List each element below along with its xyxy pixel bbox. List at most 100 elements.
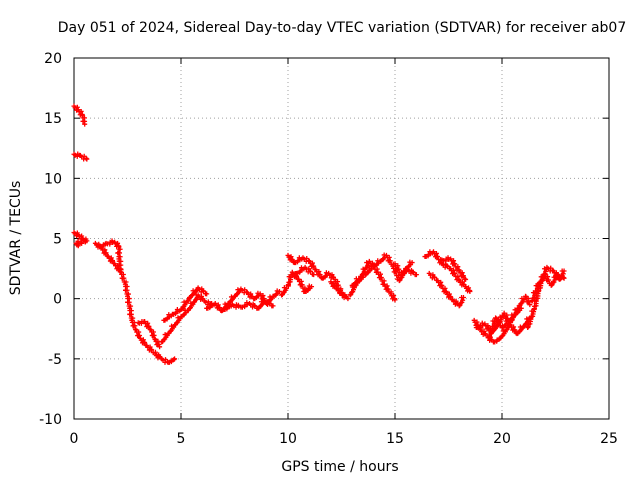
data-point <box>525 299 531 305</box>
data-point <box>384 286 390 292</box>
data-point <box>184 298 190 304</box>
data-point <box>550 280 556 286</box>
data-point <box>116 262 122 268</box>
data-point <box>528 314 534 320</box>
data-point <box>553 275 559 281</box>
data-point <box>550 267 556 273</box>
data-point <box>395 266 401 272</box>
data-point <box>537 279 543 285</box>
data-point <box>74 104 80 110</box>
data-point <box>161 337 167 343</box>
data-point <box>477 324 483 330</box>
data-point <box>521 296 527 302</box>
x-axis-label: GPS time / hours <box>281 459 398 475</box>
data-point <box>174 320 180 326</box>
data-point <box>286 279 292 285</box>
data-point <box>530 295 536 301</box>
data-point <box>316 271 322 277</box>
y-tick-label: 15 <box>44 111 62 127</box>
data-point <box>370 263 376 269</box>
data-point <box>307 268 313 274</box>
data-point <box>167 328 173 334</box>
data-point <box>532 303 538 309</box>
data-point <box>145 323 151 329</box>
data-point <box>447 293 453 299</box>
x-tick-label: 25 <box>600 431 618 447</box>
data-point <box>377 274 383 280</box>
data-point <box>127 311 133 317</box>
y-tick-label: 10 <box>44 171 62 187</box>
data-point <box>413 272 419 278</box>
y-tick-label: 0 <box>53 292 62 308</box>
data-point <box>311 272 317 278</box>
data-point <box>455 264 461 270</box>
data-point <box>349 289 355 295</box>
data-point <box>331 283 337 289</box>
data-point <box>451 261 457 267</box>
data-point <box>458 300 464 306</box>
data-point <box>391 293 397 299</box>
data-point <box>266 300 272 306</box>
data-point <box>310 263 316 269</box>
data-point <box>518 305 524 311</box>
data-point <box>487 331 493 337</box>
data-point <box>79 233 85 239</box>
data-point <box>102 250 108 256</box>
data-point <box>216 304 222 310</box>
data-point <box>200 288 206 294</box>
data-point <box>392 269 398 275</box>
data-point <box>204 291 210 297</box>
data-point <box>442 285 448 291</box>
axes: 0 5 10 15 20 25 -10 -5 0 5 10 15 20 <box>39 51 618 447</box>
data-point <box>118 267 124 273</box>
data-point <box>434 253 440 259</box>
data-point <box>131 323 137 329</box>
y-tick-label: 20 <box>44 51 62 67</box>
data-point <box>298 282 304 288</box>
data-point <box>526 321 532 327</box>
data-point <box>386 258 392 264</box>
data-point <box>260 295 266 301</box>
data-point <box>242 304 248 310</box>
data-point <box>280 290 286 296</box>
data-point <box>560 274 566 280</box>
data-point <box>341 292 347 298</box>
data-point <box>474 322 480 328</box>
data-point <box>251 303 257 309</box>
data-point <box>148 346 154 352</box>
data-point <box>445 255 451 261</box>
data-point <box>192 297 198 303</box>
data-point <box>180 304 186 310</box>
data-point <box>75 243 81 249</box>
data-point <box>80 118 86 124</box>
x-tick-label: 20 <box>493 431 511 447</box>
y-tick-label: -10 <box>39 412 62 428</box>
y-tick-label: -5 <box>48 352 62 368</box>
data-point <box>490 324 496 330</box>
data-point <box>410 269 416 275</box>
data-point <box>511 327 517 333</box>
data-point <box>561 268 567 274</box>
data-point <box>187 305 193 311</box>
data-point <box>147 344 153 350</box>
data-point <box>150 332 156 338</box>
data-point <box>120 275 126 281</box>
data-point <box>545 277 551 283</box>
data-point <box>82 238 88 244</box>
data-point <box>82 121 88 127</box>
data-point <box>527 302 533 308</box>
data-point <box>293 273 299 279</box>
data-point <box>107 241 113 247</box>
data-point <box>141 339 147 345</box>
x-tick-label: 0 <box>70 431 79 447</box>
data-point <box>443 258 449 264</box>
x-tick-label: 5 <box>177 431 186 447</box>
data-point <box>244 300 250 306</box>
data-point <box>444 263 450 269</box>
grid <box>74 58 609 419</box>
data-point <box>109 257 115 263</box>
data-point <box>122 287 128 293</box>
data-point <box>363 265 369 271</box>
data-point <box>548 282 554 288</box>
